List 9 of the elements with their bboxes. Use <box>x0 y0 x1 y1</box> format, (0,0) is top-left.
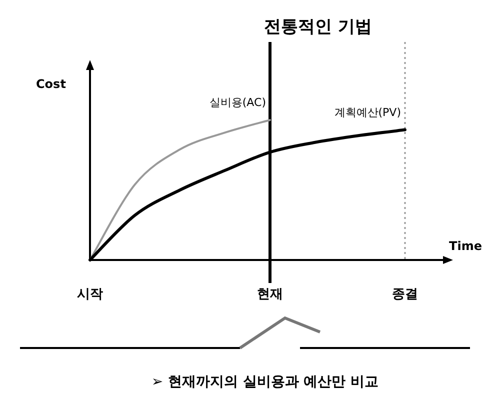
series-label: 실비용(AC) <box>209 96 266 109</box>
x-tick-label: 시작 <box>77 287 103 302</box>
text: ➢ 현재까지의 실비용과 예산만 비교 <box>151 374 379 390</box>
y-axis-title: Cost <box>36 77 66 91</box>
chart-title: 전통적인 기법 <box>264 17 372 37</box>
x-tick-label: 현재 <box>257 287 283 302</box>
x-axis-title: Time <box>449 239 482 253</box>
series-label: 계획예산(PV) <box>334 106 401 119</box>
x-tick-label: 종결 <box>392 287 418 302</box>
